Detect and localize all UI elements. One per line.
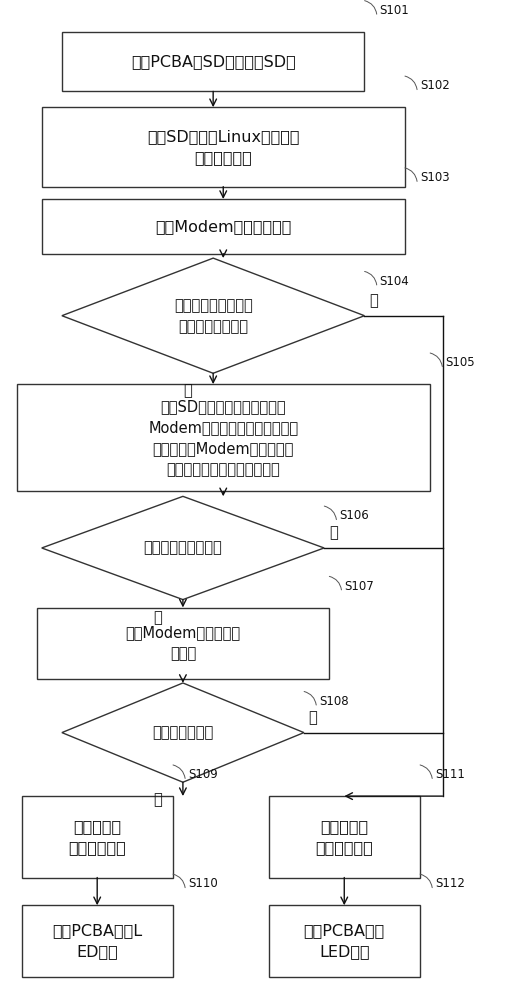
Text: S105: S105 <box>445 356 475 369</box>
Text: S101: S101 <box>380 4 409 17</box>
Text: 读取SD卡中预存的驱动并根据
Modem模块型号信息加载相应的
驱动，配置Modem模块的网络
接口，检测网络接口启动状态: 读取SD卡中预存的驱动并根据 Modem模块型号信息加载相应的 驱动，配置Mod… <box>148 399 298 477</box>
Bar <box>22 796 173 878</box>
Text: 否: 否 <box>369 293 378 308</box>
Text: S108: S108 <box>319 695 349 708</box>
Text: S106: S106 <box>339 509 369 522</box>
Text: 获取Modem模块型号信息: 获取Modem模块型号信息 <box>155 219 292 234</box>
Bar <box>42 199 405 254</box>
Text: S110: S110 <box>188 877 218 890</box>
Text: 驱动PCBA上的
LED闪烁: 驱动PCBA上的 LED闪烁 <box>304 923 385 959</box>
Text: S109: S109 <box>188 768 218 781</box>
Bar <box>17 384 430 491</box>
Text: 驱动PCBA上的L
ED常亮: 驱动PCBA上的L ED常亮 <box>52 923 142 959</box>
Text: S112: S112 <box>435 877 465 890</box>
Bar <box>269 796 420 878</box>
Text: 网络接口启动正常？: 网络接口启动正常？ <box>143 540 222 555</box>
Text: S111: S111 <box>435 768 465 781</box>
Bar <box>37 608 329 679</box>
Text: 拨号是否成功？: 拨号是否成功？ <box>152 725 213 740</box>
Text: 是: 是 <box>153 610 162 625</box>
Polygon shape <box>42 496 324 600</box>
Text: 是: 是 <box>153 793 162 808</box>
Bar <box>22 905 173 977</box>
Text: 测试结果异
常，结束测试: 测试结果异 常，结束测试 <box>315 819 373 855</box>
Bar <box>42 107 405 187</box>
Text: 否: 否 <box>329 526 338 541</box>
Bar <box>269 905 420 977</box>
Text: 是: 是 <box>184 384 192 399</box>
Text: 加载SD卡中的Linux内核和最
小根文件系统: 加载SD卡中的Linux内核和最 小根文件系统 <box>147 129 300 165</box>
Bar <box>62 32 365 91</box>
Text: 否: 否 <box>309 710 317 725</box>
Text: 使用Modem模块进行拨
号连接: 使用Modem模块进行拨 号连接 <box>125 625 240 661</box>
Text: S107: S107 <box>344 580 374 593</box>
Text: 测试结果正
常，结束测试: 测试结果正 常，结束测试 <box>68 819 126 855</box>
Text: S102: S102 <box>420 79 450 92</box>
Polygon shape <box>62 258 365 373</box>
Text: 在预设超时时间内返
回了模块型号信息: 在预设超时时间内返 回了模块型号信息 <box>174 298 252 334</box>
Text: 扫描PCBA上SD接口中的SD卡: 扫描PCBA上SD接口中的SD卡 <box>131 54 296 69</box>
Text: S103: S103 <box>420 171 450 184</box>
Polygon shape <box>62 683 304 782</box>
Text: S104: S104 <box>380 275 409 288</box>
